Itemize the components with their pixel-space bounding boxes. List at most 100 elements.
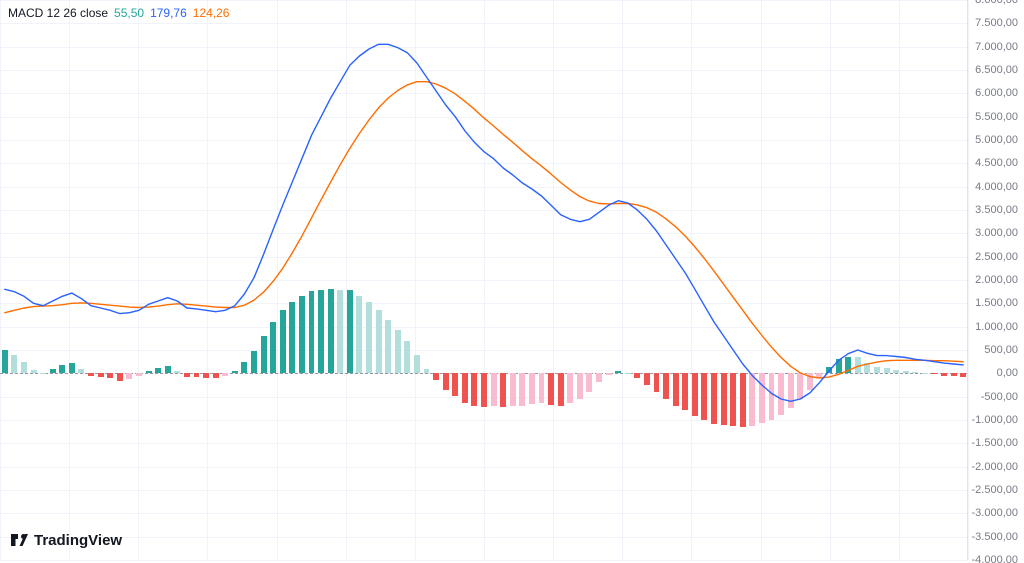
histogram-bar — [797, 373, 803, 399]
plot-area[interactable] — [0, 0, 968, 560]
y-tick-label: 0,00 — [997, 367, 1018, 379]
y-tick-label: -1.000,00 — [972, 414, 1018, 426]
histogram-bar — [280, 310, 286, 373]
y-tick-label: 3.000,00 — [975, 227, 1018, 239]
macd-chart: 8.000,007.500,007.000,006.500,006.000,00… — [0, 0, 1024, 563]
y-tick-label: 3.500,00 — [975, 204, 1018, 216]
histogram-bar — [893, 370, 899, 374]
y-tick-label: 4.500,00 — [975, 157, 1018, 169]
histogram-bar — [807, 373, 813, 389]
histogram-bar — [845, 357, 851, 374]
histogram-bar — [759, 373, 765, 422]
tradingview-logo[interactable]: TradingView — [10, 531, 122, 549]
grid-line-h — [0, 560, 968, 561]
histogram-bar — [251, 351, 257, 373]
histogram-bar — [874, 367, 880, 374]
y-axis[interactable]: 8.000,007.500,007.000,006.500,006.000,00… — [968, 0, 1024, 560]
histogram-bar — [414, 355, 420, 374]
legend-signal-value: 124,26 — [193, 6, 230, 20]
histogram-bar — [548, 373, 554, 404]
histogram-bar — [385, 320, 391, 374]
y-tick-label: -2.000,00 — [972, 461, 1018, 473]
y-tick-label: 4.000,00 — [975, 181, 1018, 193]
grid-line-v — [0, 0, 1, 560]
histogram-bar — [318, 290, 324, 373]
histogram-bar — [155, 368, 161, 373]
y-tick-label: -2.500,00 — [972, 484, 1018, 496]
histogram-bar — [40, 373, 46, 374]
logo-text: TradingView — [34, 532, 122, 549]
histogram-bar — [59, 365, 65, 373]
histogram-bar — [903, 371, 909, 374]
chart-legend: MACD 12 26 close 55,50 179,76 124,26 — [8, 6, 229, 20]
histogram-bar — [558, 373, 564, 405]
histogram-bar — [481, 373, 487, 407]
histogram-bar — [625, 373, 631, 374]
histogram-bar — [232, 371, 238, 373]
histogram-bar — [730, 373, 736, 426]
histogram-bar — [769, 373, 775, 419]
grid-line-v — [415, 0, 416, 560]
histogram-bar — [299, 296, 305, 373]
histogram-bar — [500, 373, 506, 407]
y-tick-label: 5.000,00 — [975, 134, 1018, 146]
histogram-bar — [941, 373, 947, 375]
histogram-bar — [241, 362, 247, 373]
histogram-bar — [673, 373, 679, 405]
histogram-bar — [644, 373, 650, 385]
histogram-bar — [88, 373, 94, 375]
y-tick-label: 5.500,00 — [975, 111, 1018, 123]
legend-hist-value: 55,50 — [114, 6, 144, 20]
histogram-bar — [884, 368, 890, 373]
histogram-bar — [864, 363, 870, 374]
grid-line-v — [830, 0, 831, 560]
histogram-bar — [424, 369, 430, 374]
histogram-bar — [529, 373, 535, 403]
grid-line-v — [761, 0, 762, 560]
histogram-bar — [586, 373, 592, 391]
y-tick-label: 1.500,00 — [975, 297, 1018, 309]
histogram-bar — [261, 336, 267, 374]
histogram-bar — [788, 373, 794, 408]
grid-line-v — [138, 0, 139, 560]
histogram-bar — [347, 290, 353, 373]
y-tick-label: 500,00 — [984, 344, 1018, 356]
histogram-bar — [98, 373, 104, 377]
histogram-bar — [376, 310, 382, 373]
histogram-bar — [740, 373, 746, 427]
histogram-bar — [146, 371, 152, 374]
grid-line-v — [346, 0, 347, 560]
histogram-bar — [184, 373, 190, 377]
histogram-bar — [749, 373, 755, 425]
histogram-bar — [711, 373, 717, 424]
y-tick-label: 7.500,00 — [975, 17, 1018, 29]
histogram-bar — [136, 373, 142, 376]
y-tick-label: 6.000,00 — [975, 87, 1018, 99]
legend-title: MACD 12 26 close — [8, 6, 108, 20]
histogram-bar — [443, 373, 449, 390]
histogram-bar — [107, 373, 113, 378]
histogram-bar — [922, 373, 928, 374]
grid-line-v — [899, 0, 900, 560]
grid-line-v — [691, 0, 692, 560]
histogram-bar — [951, 373, 957, 376]
histogram-bar — [31, 370, 37, 373]
histogram-bar — [692, 373, 698, 415]
histogram-bar — [11, 355, 17, 374]
histogram-bar — [356, 296, 362, 373]
histogram-bar — [366, 302, 372, 373]
histogram-bar — [126, 373, 132, 379]
histogram-bar — [213, 373, 219, 378]
histogram-bar — [2, 350, 8, 373]
histogram-bar — [117, 373, 123, 380]
histogram-bar — [960, 373, 966, 376]
histogram-bar — [778, 373, 784, 415]
histogram-bar — [309, 291, 315, 374]
y-tick-label: -3.500,00 — [972, 531, 1018, 543]
histogram-bar — [855, 357, 861, 373]
y-tick-label: -4.000,00 — [972, 554, 1018, 563]
histogram-bar — [289, 302, 295, 373]
y-tick-label: -1.500,00 — [972, 437, 1018, 449]
histogram-bar — [270, 322, 276, 374]
y-tick-label: -500,00 — [981, 391, 1018, 403]
